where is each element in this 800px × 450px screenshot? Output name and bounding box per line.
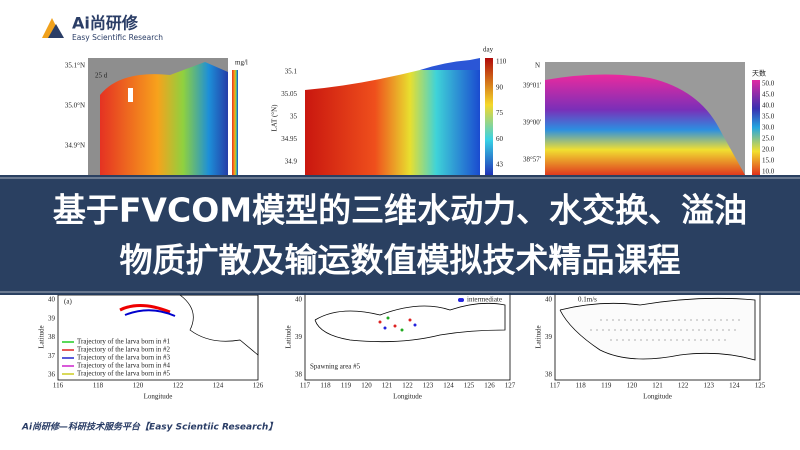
tick-label: 40.0 <box>762 102 775 110</box>
tick-label: 127 <box>505 382 516 390</box>
bottom-panel-1 <box>57 294 259 381</box>
tick-label: 119 <box>601 382 612 390</box>
tick-label: 122 <box>402 382 413 390</box>
tick-label: 38 <box>48 333 56 341</box>
tick-label: 123 <box>423 382 434 390</box>
tick-label: 110 <box>496 58 507 66</box>
tick-label: 15.0 <box>762 157 775 165</box>
tick-label: 39°01' <box>523 82 541 90</box>
tick-label: 118 <box>93 382 104 390</box>
north: N <box>535 62 540 70</box>
tick-label: 40 <box>48 296 56 304</box>
annotation: 25 d <box>95 72 108 80</box>
footer: Ai尚研修—科研技术服务平台【Easy Scientiic Research】 <box>21 422 277 433</box>
tick-label: 38 <box>545 371 553 379</box>
colorbar-label: day <box>483 46 494 54</box>
annotation: Spawning area #5 <box>310 363 361 371</box>
legend-label: Trajectory of the larva born in #5 <box>77 370 171 378</box>
axis-label: Latitude <box>535 325 543 348</box>
tick-label: 90 <box>496 83 504 91</box>
tick-label: 60 <box>496 135 504 143</box>
tick-label: 36 <box>48 371 56 379</box>
tick-label: 50.0 <box>762 80 775 88</box>
colorbar-label: 天数 <box>752 69 766 78</box>
tick-label: 35.0°N <box>65 102 85 110</box>
tick-label: 119 <box>341 382 352 390</box>
tick-label: 39 <box>48 314 56 322</box>
legend-label: intermediate <box>467 296 502 304</box>
title-line: 基于FVCOM模型的三维水动力、水交换、溢油 <box>53 191 747 230</box>
tick-label: 20.0 <box>762 146 775 154</box>
legend-label: Trajectory of the larva born in #4 <box>77 362 171 370</box>
legend-label: Trajectory of the larva born in #2 <box>77 346 171 354</box>
tick-label: 122 <box>678 382 689 390</box>
logo-name: Ai尚研修 <box>72 14 139 33</box>
title-band <box>0 175 800 295</box>
bottom-panel-2 <box>304 291 511 381</box>
axis-label: Longitude <box>393 393 422 401</box>
tick-label: 34.9 <box>285 158 298 166</box>
tick-label: 43 <box>496 161 504 169</box>
bottom-panel-3 <box>554 291 761 381</box>
tick-label: 38°57' <box>523 156 541 164</box>
axis-label: Longitude <box>144 393 173 401</box>
tick-label: 37 <box>48 352 56 360</box>
tick-label: 25.0 <box>762 135 775 143</box>
tick-label: 118 <box>320 382 331 390</box>
legend-swatch <box>460 298 464 302</box>
tick-label: 117 <box>300 382 311 390</box>
tick-label: 10.0 <box>762 168 775 176</box>
tick-label: 122 <box>173 382 184 390</box>
panel-tag: (a) <box>64 298 72 306</box>
tick-label: 30.0 <box>762 124 775 132</box>
tick-label: 121 <box>652 382 663 390</box>
tick-label: 35.0 <box>762 113 775 121</box>
tick-label: 34.95 <box>281 135 297 143</box>
axis-label: LAT (°N) <box>271 104 279 132</box>
tick-label: 120 <box>361 382 372 390</box>
tick-label: 125 <box>755 382 766 390</box>
tick-label: 120 <box>627 382 638 390</box>
axis-label: Latitude <box>38 325 46 348</box>
annotation: 0.1m/s <box>578 296 597 304</box>
tick-label: 40 <box>295 296 303 304</box>
logo-subtitle: Easy Scientific Research <box>72 33 163 42</box>
tick-label: 120 <box>133 382 144 390</box>
tick-label: 124 <box>213 382 224 390</box>
axis-label: Longitude <box>643 393 672 401</box>
tick-label: 35 <box>290 113 298 121</box>
tick-label: 38 <box>295 371 303 379</box>
tick-label: 121 <box>382 382 393 390</box>
tick-label: 126 <box>253 382 264 390</box>
legend-label: Trajectory of the larva born in #3 <box>77 354 171 362</box>
logo: Ai尚研修 Easy Scientific Research <box>42 14 163 42</box>
axis-label: Latitude <box>285 325 293 348</box>
colorbar-label: mg/l <box>235 59 248 67</box>
tick-label: 75 <box>496 109 504 117</box>
tick-label: 123 <box>704 382 715 390</box>
title-line: 物质扩散及输运数值模拟技术精品课程 <box>120 241 681 280</box>
tick-label: 124 <box>729 382 740 390</box>
tick-label: 126 <box>484 382 495 390</box>
tick-label: 124 <box>443 382 454 390</box>
tick-label: 125 <box>464 382 475 390</box>
tick-label: 117 <box>550 382 561 390</box>
tick-label: 39 <box>295 333 303 341</box>
tick-label: 39°00' <box>523 119 541 127</box>
top-panel-3 <box>545 62 760 175</box>
legend-label: Trajectory of the larva born in #1 <box>77 338 171 346</box>
tick-label: 40 <box>545 296 553 304</box>
tick-label: 34.9°N <box>65 142 85 150</box>
tick-label: 35.05 <box>281 90 297 98</box>
top-panel-2 <box>300 58 493 175</box>
tick-label: 116 <box>53 382 64 390</box>
tick-label: 118 <box>576 382 587 390</box>
tick-label: 35.1 <box>285 68 298 76</box>
tick-label: 39 <box>545 333 553 341</box>
tick-label: 35.1°N <box>65 62 85 70</box>
tick-label: 45.0 <box>762 91 775 99</box>
top-panel-1 <box>88 58 238 175</box>
